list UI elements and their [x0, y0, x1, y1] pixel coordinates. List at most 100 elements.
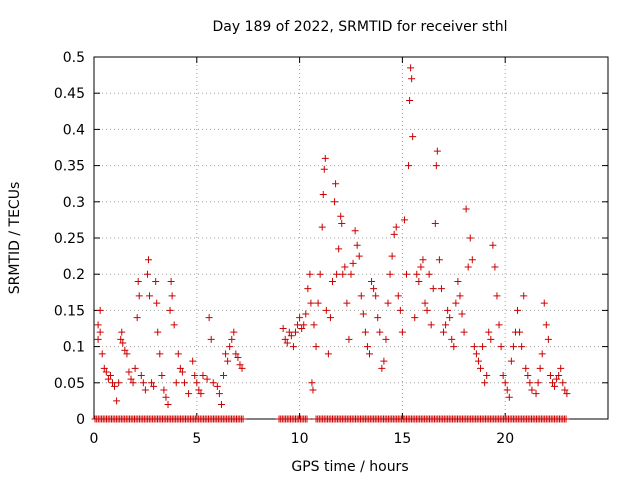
data-point: [421, 299, 429, 307]
data-point: [345, 335, 353, 343]
data-point: [518, 343, 526, 351]
data-point: [406, 96, 414, 104]
data-point: [209, 379, 217, 387]
data-point: [154, 328, 162, 336]
x-tick-label: 5: [192, 431, 201, 447]
data-point: [304, 285, 312, 293]
y-axis-label: SRMTID / TECUs: [7, 182, 23, 295]
data-point: [413, 270, 421, 278]
axis-ticks: 0 0.05 0.1 0.15 0.2 0.25 0.3 0.35 0.4 0.45 0.5 0 5 10…: [54, 50, 608, 447]
data-point: [366, 350, 374, 358]
data-point: [349, 259, 357, 267]
data-point: [339, 270, 347, 278]
data-point: [109, 379, 117, 387]
data-point: [224, 357, 232, 365]
y-tick-label: 0.4: [63, 122, 85, 138]
data-point: [368, 277, 376, 285]
data-point: [561, 386, 569, 394]
data-point: [456, 292, 464, 300]
data-point: [355, 252, 363, 260]
data-point: [477, 364, 485, 372]
data-point: [291, 328, 299, 336]
data-point: [213, 382, 221, 390]
data-point: [170, 321, 178, 329]
x-tick-label: 15: [393, 431, 411, 447]
data-point: [123, 350, 131, 358]
data-point: [197, 390, 205, 398]
data-point: [458, 310, 466, 318]
data-point: [338, 220, 346, 228]
data-point: [485, 328, 493, 336]
data-point: [466, 234, 474, 242]
data-point: [119, 339, 127, 347]
data-point: [279, 325, 287, 332]
data-point: [427, 321, 435, 329]
data-point: [316, 270, 324, 278]
data-point: [148, 379, 156, 387]
data-point: [238, 364, 246, 372]
data-point: [392, 223, 400, 231]
data-point: [152, 277, 160, 285]
data-point: [503, 386, 511, 394]
data-point: [150, 382, 158, 390]
data-point: [446, 314, 454, 322]
data-point: [440, 328, 448, 336]
data-point: [318, 223, 326, 231]
data-point: [505, 393, 513, 401]
data-point: [536, 364, 544, 372]
data-point: [308, 379, 316, 387]
data-point: [215, 390, 223, 398]
grid: [94, 57, 608, 419]
data-point: [429, 285, 437, 293]
data-point: [96, 306, 104, 314]
data-point: [156, 350, 164, 358]
data-point: [94, 321, 102, 329]
data-point: [432, 162, 440, 170]
data-point: [127, 375, 135, 383]
data-point: [450, 343, 458, 351]
data-point: [520, 292, 528, 300]
data-point: [489, 241, 497, 249]
data-point: [363, 343, 371, 351]
data-point: [347, 270, 355, 278]
data-point: [321, 154, 329, 162]
data-point: [133, 314, 141, 322]
data-point: [296, 314, 304, 322]
data-point: [499, 372, 507, 380]
data-point: [310, 321, 318, 329]
data-point: [234, 353, 242, 361]
data-point: [203, 375, 211, 383]
x-axis-label: GPS time / hours: [291, 459, 408, 475]
data-point: [546, 372, 554, 380]
data-point: [542, 321, 550, 329]
data-point: [423, 306, 431, 314]
data-point: [353, 241, 361, 249]
data-point: [158, 372, 166, 380]
data-point: [205, 314, 213, 322]
data-point: [320, 165, 328, 173]
data-point: [509, 343, 517, 351]
data-point: [333, 270, 341, 278]
data-point: [324, 350, 332, 358]
data-point: [405, 162, 413, 170]
data-point: [442, 321, 450, 329]
data-point: [283, 339, 291, 347]
data-point: [370, 285, 378, 293]
data-point: [328, 277, 336, 285]
y-tick-label: 0.3: [63, 195, 85, 211]
data-point: [172, 379, 180, 387]
data-point: [462, 205, 470, 213]
data-point: [497, 343, 505, 351]
data-point: [326, 314, 334, 322]
data-point: [528, 386, 536, 394]
x-tick-label: 20: [496, 431, 514, 447]
data-point: [220, 372, 228, 380]
data-point: [141, 386, 149, 394]
data-point: [411, 314, 419, 322]
data-point: [396, 306, 404, 314]
data-point: [125, 368, 133, 376]
data-point: [468, 256, 476, 264]
data-point: [160, 386, 168, 394]
data-point: [178, 368, 186, 376]
